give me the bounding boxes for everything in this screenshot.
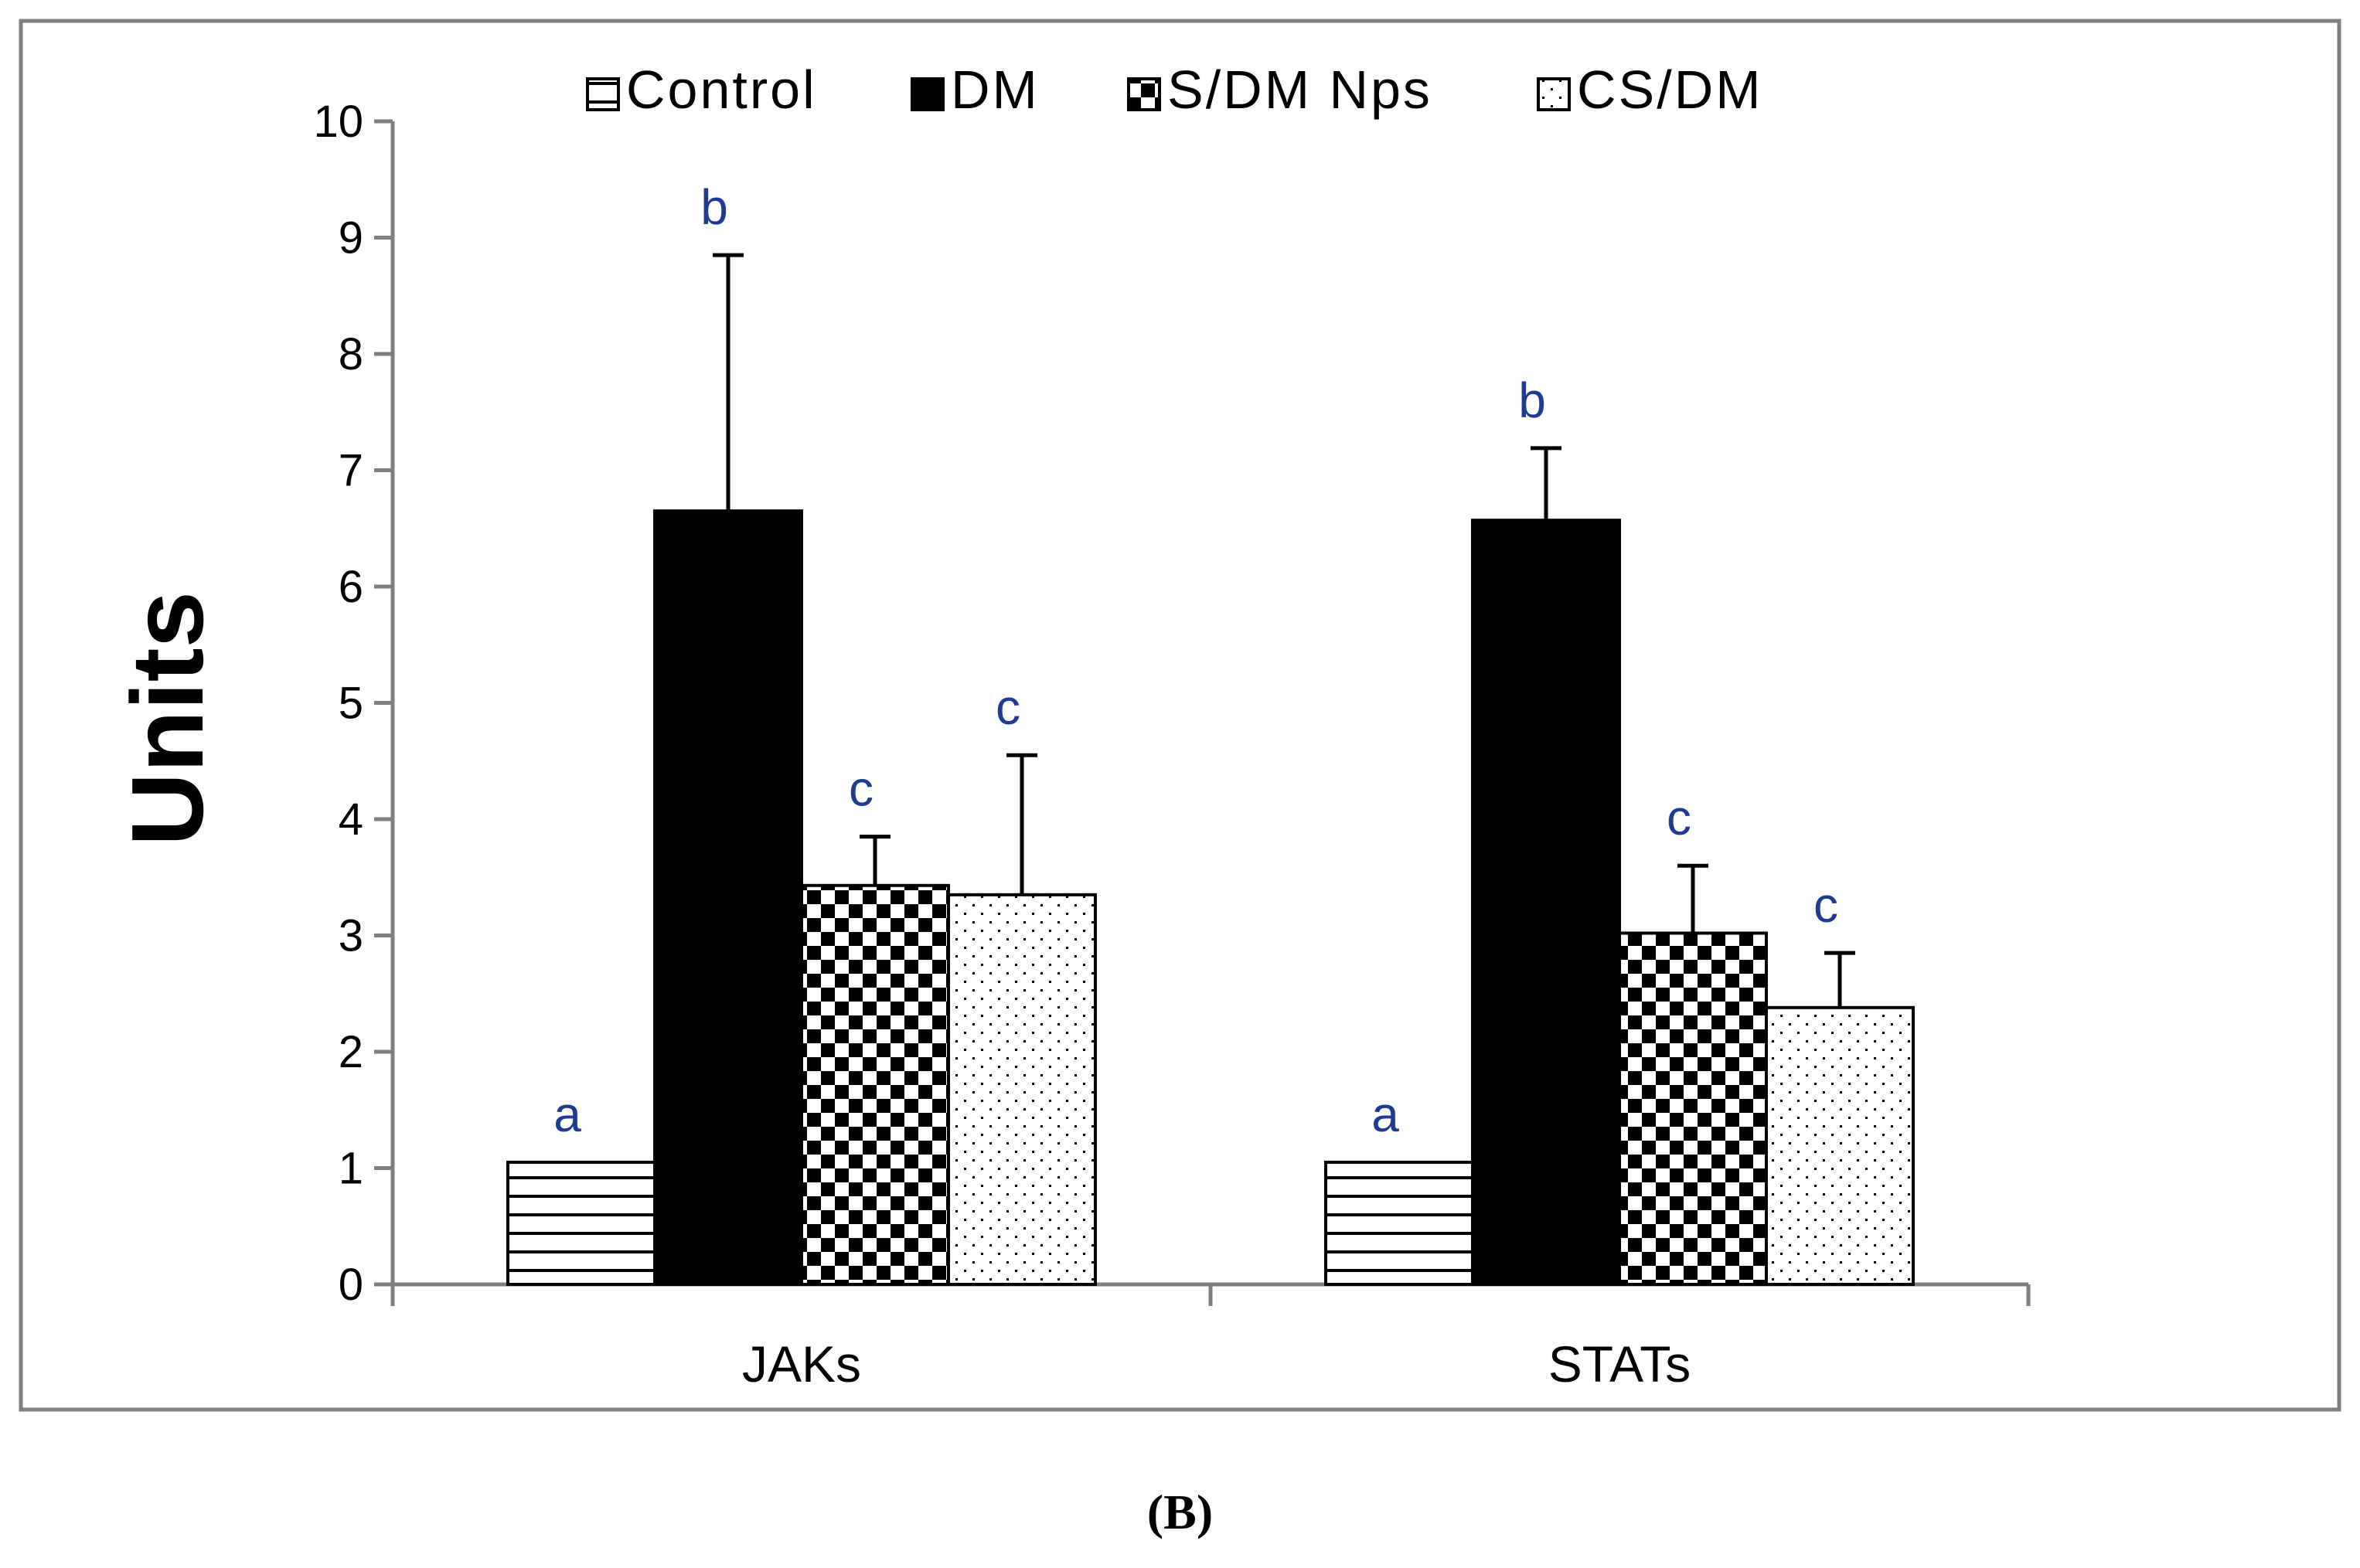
bar [1765,1005,1915,1287]
bar [1618,931,1768,1286]
chart-frame [19,19,2341,1412]
bar [653,509,803,1286]
legend-label: DM [951,60,1040,120]
x-tick-label: JAKs [742,1335,861,1393]
y-tick-label: 10 [313,97,363,147]
legend-label: S/DM Nps [1167,60,1432,120]
y-tick-label: 1 [339,1144,363,1194]
significance-letter: a [553,1087,581,1142]
figure-caption: (B) [1146,1485,1214,1539]
y-tick-label: 3 [339,911,363,961]
bar [506,1160,656,1286]
y-tick-label: 5 [339,679,363,729]
y-tick-label: 6 [339,562,363,612]
significance-letter: c [1813,877,1838,933]
legend-swatch [1127,77,1161,111]
legend-swatch [911,77,945,111]
bar [800,883,950,1287]
significance-letter: a [1371,1087,1399,1142]
significance-letter: c [996,679,1020,735]
legend-label: CS/DM [1577,60,1763,120]
bar [1324,1160,1474,1286]
legend: Control DM S/DM Nps CS/DM [586,60,1763,120]
bar [947,893,1097,1286]
y-tick-label: 8 [339,329,363,379]
y-tick-label: 7 [339,446,363,496]
significance-letter: c [1667,790,1691,845]
legend-swatch [586,77,620,111]
significance-letter: b [700,179,728,235]
significance-letter: b [1518,372,1546,428]
x-tick-label: STATs [1548,1335,1691,1393]
significance-letter: c [849,761,874,817]
bar [1471,519,1621,1286]
legend-swatch [1537,77,1571,111]
y-tick-label: 9 [339,213,363,264]
bars: a b c c a b c c [506,179,1915,1287]
y-tick-label: 2 [339,1027,363,1077]
y-tick-label: 4 [339,794,363,845]
y-axis-label: Units [111,591,224,846]
y-tick-label: 0 [339,1260,363,1310]
legend-label: Control [626,60,817,120]
